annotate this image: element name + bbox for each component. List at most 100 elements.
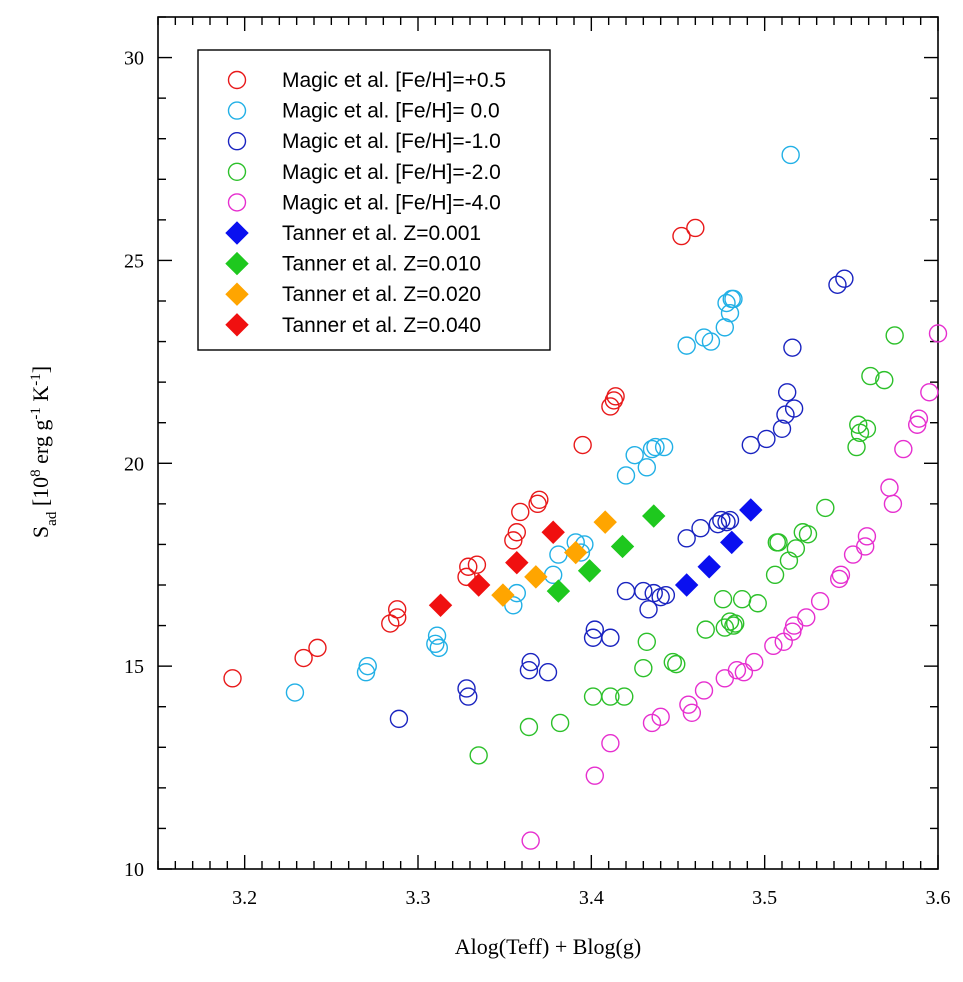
circle-point (720, 510, 740, 530)
y-label-units-prefix: [10 (28, 477, 53, 512)
circle-point (457, 567, 476, 587)
plot-frame (157, 16, 939, 870)
circle-point (656, 585, 676, 605)
circle-point (519, 661, 539, 680)
circle-point (356, 663, 376, 682)
diamond-point (642, 504, 666, 528)
circle-point (691, 519, 710, 538)
circle-point (308, 638, 327, 658)
circle-point (573, 435, 592, 455)
circle-point (726, 614, 745, 633)
circle-point (828, 275, 847, 294)
circle-point (779, 551, 799, 570)
circle-point (857, 527, 877, 546)
circle-point (459, 557, 478, 576)
circle-point (651, 707, 670, 727)
y-label-close: ] (28, 366, 53, 373)
circle-point (677, 529, 696, 548)
circle-point (677, 336, 696, 355)
circle-point (717, 512, 736, 532)
circle-point (713, 590, 733, 609)
circle-point (634, 581, 653, 601)
circle-point (625, 445, 644, 465)
legend-box (197, 49, 551, 351)
axis-ticks (157, 16, 939, 870)
circle-point (667, 654, 686, 674)
circle-point (606, 387, 625, 406)
series-4 (521, 324, 948, 850)
circle-point (686, 218, 705, 238)
circle-point (519, 717, 539, 737)
circle-point (715, 318, 734, 337)
circle-point (426, 634, 445, 654)
circle-point (920, 383, 939, 402)
diamond-point (428, 593, 453, 617)
circle-point (715, 618, 734, 637)
circle-point (511, 502, 530, 522)
legend-label: Tanner et al. Z=0.020 (282, 283, 481, 306)
circle-point (701, 332, 721, 351)
circle-point (908, 415, 927, 434)
circle-point (530, 490, 549, 509)
y-tick-label: 25 (124, 250, 144, 272)
circle-point (774, 632, 793, 651)
legend-marker (225, 282, 249, 306)
legend-marker (227, 101, 247, 120)
circle-point (708, 514, 728, 534)
circle-point (646, 437, 665, 457)
circle-point (672, 226, 691, 246)
circle-point (797, 608, 816, 627)
legend-marker (225, 251, 249, 276)
legend-label: Magic et al. [Fe/H]=-4.0 (282, 191, 501, 214)
circle-point (745, 652, 764, 672)
y-tick-label: 15 (124, 656, 144, 678)
legend-marker (225, 313, 249, 337)
circle-point (784, 616, 804, 635)
diamond-point (720, 530, 744, 555)
legend-items: Magic et al. [Fe/H]=+0.5 Magic et al. [Fe… (225, 69, 506, 337)
circle-point (783, 622, 802, 641)
legend-label: Magic et al. [Fe/H]= 0.0 (282, 100, 500, 123)
circle-point (427, 626, 447, 645)
legend: Magic et al. [Fe/H]=+0.5 Magic et al. [Fe… (197, 49, 551, 351)
circle-point (778, 383, 797, 402)
circle-point (504, 531, 523, 550)
diamond-point (564, 540, 588, 565)
circle-point (772, 419, 792, 438)
y-label-k: K (28, 386, 53, 408)
series-6 (546, 504, 666, 603)
diamond-point (546, 579, 571, 603)
circle-point (861, 366, 880, 386)
circle-point (294, 648, 313, 668)
y-tick-label: 10 (124, 859, 144, 881)
x-tick-label: 3.6 (926, 887, 951, 909)
data-markers (223, 145, 948, 850)
y-label-exp-k: -1 (28, 373, 44, 386)
legend-marker (227, 131, 247, 151)
series-8 (428, 520, 565, 617)
circle-point (715, 669, 734, 688)
diamond-point (593, 510, 617, 534)
circle-point (784, 399, 804, 418)
circle-point (601, 397, 620, 416)
circle-point (748, 594, 767, 613)
circle-point (634, 658, 653, 678)
diamond-point (610, 534, 635, 559)
circle-point (663, 652, 682, 672)
legend-marker (227, 193, 247, 212)
circle-point (504, 596, 523, 615)
y-tick-label: 20 (124, 453, 144, 475)
circle-point (781, 145, 800, 165)
circle-point (783, 338, 802, 357)
circle-point (682, 703, 702, 722)
circle-point (741, 435, 760, 455)
circle-point (757, 429, 776, 449)
circle-point (358, 656, 377, 676)
diamond-point (674, 573, 699, 597)
circle-point (467, 555, 487, 574)
circle-point (696, 620, 715, 639)
y-axis-label: Sad [108 erg g-1 K-1] (28, 366, 60, 538)
y-tick-label: 30 (124, 48, 144, 70)
circle-point (857, 419, 877, 438)
